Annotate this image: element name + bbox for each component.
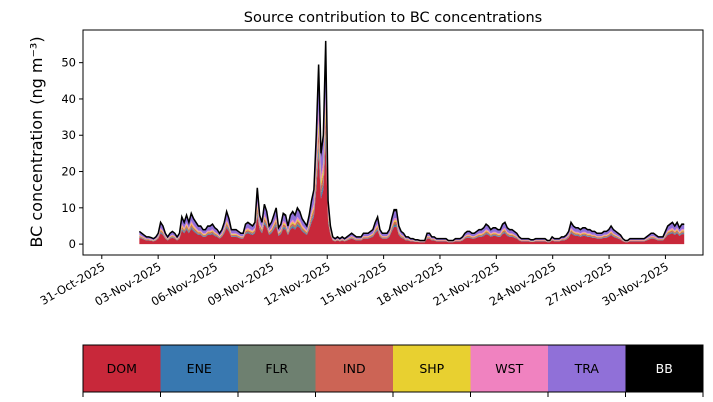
y-tick-label: 10 (61, 201, 76, 215)
legend-label-ind: IND (343, 361, 366, 376)
plot-frame (82, 29, 704, 256)
axes: 0102030405031-Oct-202503-Nov-202506-Nov-… (38, 29, 704, 309)
legend-label-bb: BB (656, 361, 673, 376)
legend-swatch-dom (83, 345, 161, 392)
legend-swatch-tra (548, 345, 626, 392)
area-series-ene (139, 134, 685, 243)
y-tick-label: 0 (69, 237, 76, 251)
area-series-bb (139, 40, 685, 241)
legend-swatch-ind (315, 345, 393, 392)
total-line (138, 40, 685, 242)
chart-title: Source contribution to BC concentrations (244, 10, 542, 26)
area-series-wst (139, 91, 685, 242)
legend-label-flr: FLR (265, 361, 288, 376)
area-series-flr (139, 128, 685, 243)
legend-label-ene: ENE (187, 361, 212, 376)
y-axis-label: BC concentration (ng m⁻³) (27, 36, 46, 247)
legend-swatch-flr (238, 345, 316, 392)
area-series-dom (139, 142, 685, 245)
legend-swatch-shp (393, 345, 471, 392)
legend-swatch-bb (625, 345, 703, 392)
plot-area (138, 40, 685, 245)
legend-label-wst: WST (495, 361, 523, 376)
area-series-ind (139, 114, 685, 243)
y-tick-label: 30 (61, 128, 76, 142)
y-tick-label: 50 (61, 56, 76, 70)
legend-label-shp: SHP (419, 361, 444, 376)
area-series-tra (139, 51, 685, 242)
legend-swatch-wst (470, 345, 548, 392)
legend-label-tra: TRA (574, 361, 600, 376)
legend-swatch-ene (160, 345, 238, 392)
legend: DOM ENE FLR IND SHP WST TRA BB (82, 344, 704, 397)
y-tick-label: 40 (61, 92, 76, 106)
y-tick-label: 20 (61, 165, 76, 179)
legend-label-dom: DOM (107, 361, 137, 376)
area-series-shp (139, 103, 685, 242)
